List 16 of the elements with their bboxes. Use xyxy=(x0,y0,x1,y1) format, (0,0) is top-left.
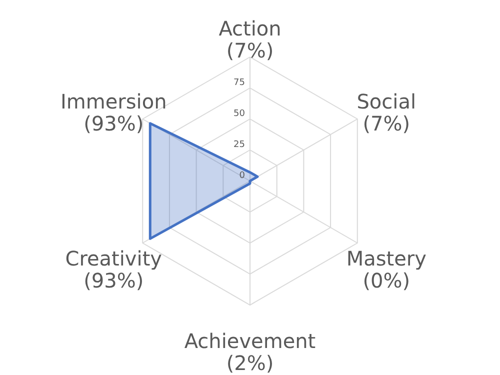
spoke-label: Action xyxy=(218,16,282,41)
spoke-label: Creativity xyxy=(65,246,162,271)
spoke-label: Mastery xyxy=(346,246,427,271)
text: (93%) xyxy=(84,111,144,136)
text: (93%) xyxy=(84,268,144,293)
spoke-label: Immersion xyxy=(60,89,167,114)
y-tick-label: 50 xyxy=(234,109,246,119)
spoke-label: Achievement xyxy=(184,329,316,354)
text: (0%) xyxy=(362,268,410,293)
y-tick-label: 25 xyxy=(234,140,245,150)
spoke-label: Social xyxy=(356,89,416,114)
y-tick-label: 75 xyxy=(234,78,245,88)
text: (7%) xyxy=(362,111,410,136)
text: (2%) xyxy=(226,351,274,375)
y-tick-label: 0 xyxy=(239,171,246,181)
text: (7%) xyxy=(226,38,274,63)
